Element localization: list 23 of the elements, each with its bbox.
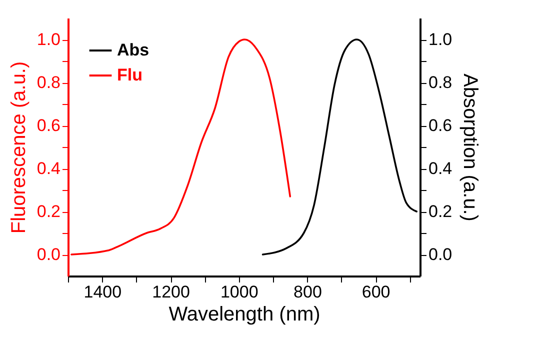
legend-label: Flu	[117, 66, 142, 84]
y2-tick-label: 0.0	[428, 245, 452, 264]
x-tick-label: 1000	[220, 282, 258, 302]
y2-tick-label: 0.2	[428, 202, 452, 221]
line-series	[262, 38, 418, 256]
y-axis-title: Fluorescence (a.u.)	[8, 61, 30, 234]
y-tick-label: 0.2	[36, 202, 60, 221]
y-tick-label: 0.6	[36, 116, 60, 135]
x-tick-label: 800	[294, 282, 322, 302]
y2-tick-label: 0.8	[428, 73, 452, 92]
x-axis-title: Wavelength (nm)	[168, 304, 320, 326]
legend-label: Abs	[117, 40, 150, 60]
y2-tick-label: 1.0	[428, 30, 452, 49]
y-tick-label: 0.4	[36, 159, 60, 178]
x-tick-label: 1200	[152, 282, 190, 302]
y2-tick-label: 0.6	[428, 116, 452, 135]
x-tick-label: 1400	[84, 282, 122, 302]
y-tick-label: 0.8	[36, 73, 60, 92]
x-tick-label: 600	[362, 282, 390, 302]
y2-axis-title: Absorption (a.u.)	[459, 74, 482, 222]
y-tick-label: 1.0	[36, 30, 60, 49]
y2-tick-label: 0.4	[428, 159, 452, 178]
y-tick-label: 0.0	[36, 245, 60, 264]
